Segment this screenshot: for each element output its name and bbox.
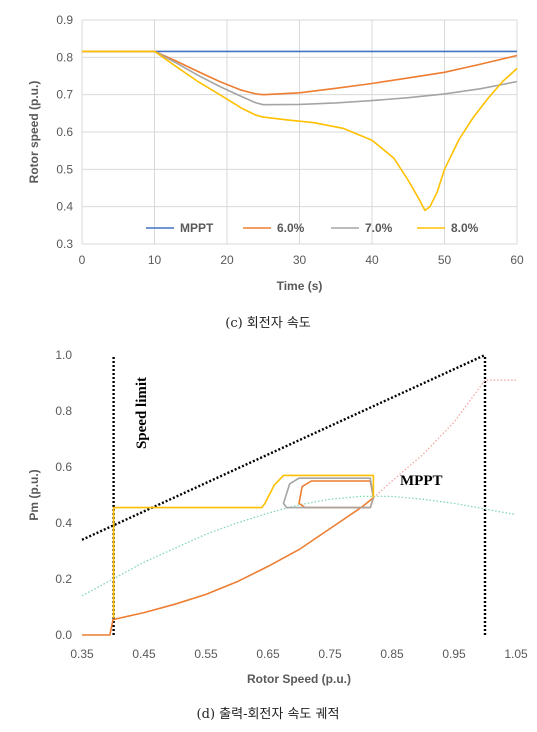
- y-tick-label: 0.6: [56, 125, 73, 139]
- series-line-aeropowercurve: [81, 495, 517, 597]
- chart-rotor-speed: 0.3 0.4 0.5 0.6 0.7 0.8 0.9 0 10 20 30 40 50 60 Time (…: [27, 13, 524, 331]
- y-tick-label: 1.0: [55, 348, 72, 362]
- y-axis-label: Pm (p.u.): [27, 469, 41, 520]
- y-tick-label: 0.8: [55, 404, 72, 418]
- series-line-speedlimitline: [81, 353, 486, 541]
- series-line-60: [298, 480, 375, 509]
- legend-label: 6.0%: [277, 221, 305, 235]
- x-tick-label: 1.05: [504, 647, 528, 661]
- x-tick-label: 60: [510, 253, 524, 267]
- chart-pm-vs-speed: 0.0 0.2 0.4 0.6 0.8 1.0 0.35 0.45 0.55 0.65 0.75 0.…: [27, 348, 528, 722]
- x-tick-label: 0.85: [380, 647, 404, 661]
- series-line-mpptcurveupper: [372, 379, 516, 499]
- y-tick-label: 0.7: [56, 88, 73, 102]
- annotation-speed-limit: Speed limit: [134, 377, 150, 449]
- series-line-80: [82, 50, 518, 212]
- x-tick-label: 30: [293, 253, 307, 267]
- x-tick-label: 20: [220, 253, 234, 267]
- x-axis-label: Rotor Speed (p.u.): [247, 672, 351, 686]
- y-tick-label: 0.6: [55, 460, 72, 474]
- y-tick-label: 0.3: [56, 237, 73, 251]
- x-axis-label: Time (s): [277, 279, 323, 293]
- x-tick-label: 0.75: [318, 647, 342, 661]
- figure-caption: (d) 출력-회전자 속도 궤적: [197, 707, 340, 722]
- series-line-70: [82, 50, 518, 106]
- x-tick-label: 0.35: [70, 647, 94, 661]
- x-tick-label: 0.95: [442, 647, 466, 661]
- figure-caption: (c) 회전자 속도: [225, 316, 311, 331]
- y-tick-label: 0.4: [55, 516, 72, 530]
- series-line-60: [82, 50, 518, 96]
- y-tick-label: 0.8: [56, 50, 73, 64]
- y-tick-label: 0.2: [55, 572, 72, 586]
- x-tick-label: 40: [365, 253, 379, 267]
- series-line-70: [282, 477, 375, 509]
- x-tick-label: 0: [79, 253, 86, 267]
- y-tick-label: 0.5: [56, 162, 73, 176]
- x-tick-label: 0.65: [256, 647, 280, 661]
- y-tick-label: 0.0: [55, 628, 72, 642]
- annotation-mppt: MPPT: [400, 473, 443, 489]
- x-tick-label: 0.55: [194, 647, 218, 661]
- series-line-mpptcurve: [82, 497, 374, 636]
- legend-label: MPPT: [180, 221, 214, 235]
- x-tick-label: 10: [148, 253, 162, 267]
- y-tick-label: 0.4: [56, 200, 73, 214]
- x-tick-label: 0.45: [132, 647, 156, 661]
- y-tick-label: 0.9: [56, 13, 73, 27]
- legend-label: 7.0%: [365, 221, 393, 235]
- series-line-80: [112, 474, 375, 619]
- legend-label: 8.0%: [451, 221, 479, 235]
- y-axis-label: Rotor speed (p.u.): [27, 81, 41, 184]
- x-tick-label: 50: [438, 253, 452, 267]
